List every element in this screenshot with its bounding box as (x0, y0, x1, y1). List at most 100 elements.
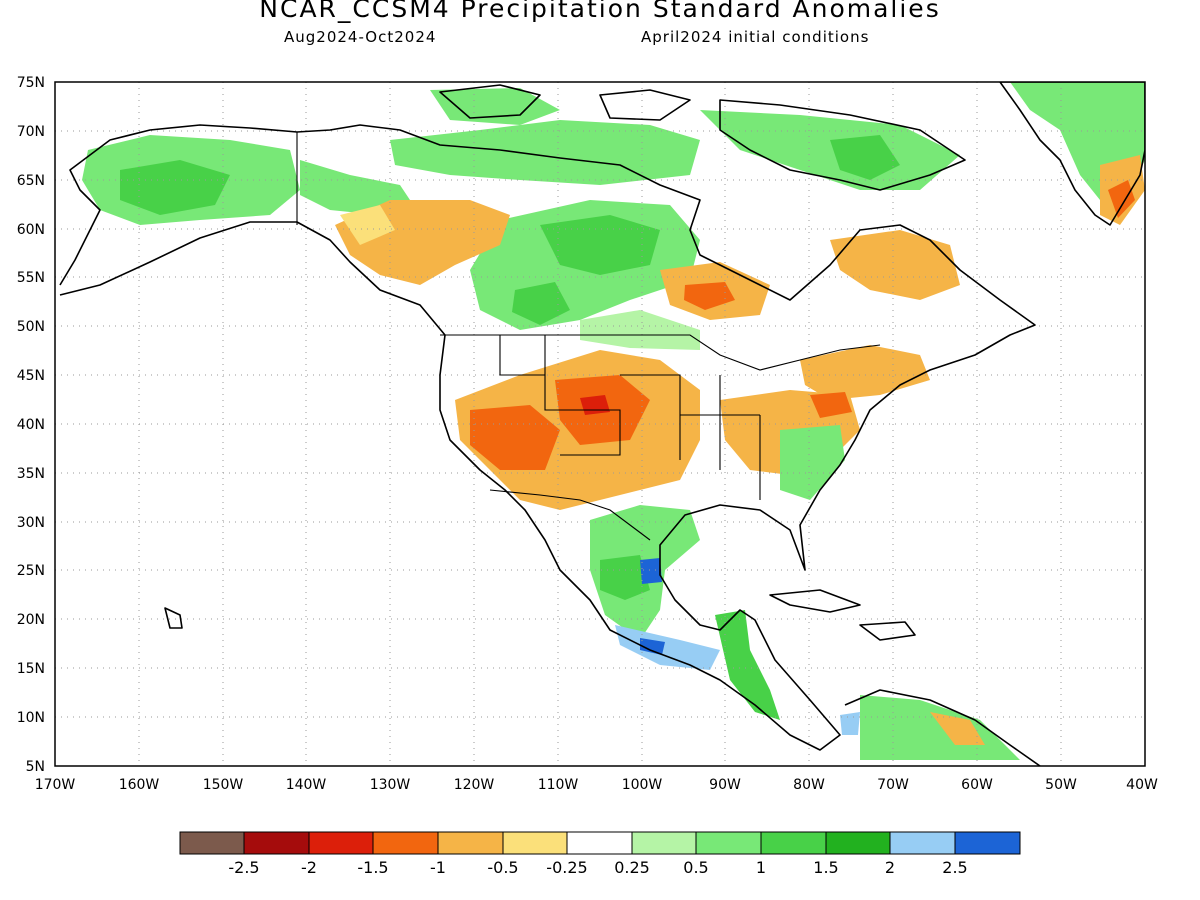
legend-label: 1.5 (813, 858, 838, 877)
lat-label: 70N (17, 124, 45, 140)
legend-swatch (372, 831, 439, 855)
legend-swatch (566, 831, 633, 855)
lat-label: 40N (17, 417, 45, 433)
legend-swatch (631, 831, 697, 855)
lon-label: 130W (370, 777, 411, 793)
initial-conditions: April2024 initial conditions (641, 28, 870, 46)
lat-label: 30N (17, 515, 45, 531)
coast-cuba (769, 589, 861, 613)
legend-label: -2 (301, 858, 317, 877)
shade-arctic-wet (390, 120, 700, 185)
longitude-labels: 170W 160W 150W 140W 130W 120W 110W 100W … (35, 777, 1158, 793)
legend-label: -1.5 (357, 858, 388, 877)
border-us-mexico (489, 489, 651, 541)
shade-baffin-wet (700, 110, 960, 190)
lat-label: 65N (17, 173, 45, 189)
legend-label: -0.5 (487, 858, 518, 877)
shade-tamaulipas-extreme (640, 558, 662, 584)
shade-oaxaca-extreme (640, 638, 665, 655)
legend-label: 0.25 (614, 858, 650, 877)
legend-swatch (243, 831, 310, 855)
shade-bc-dry-light (340, 205, 395, 245)
political-borders (296, 132, 881, 541)
legend-swatch (825, 831, 891, 855)
coast-hispaniola (859, 621, 916, 641)
legend-label: 2 (885, 858, 895, 877)
lat-label: 60N (17, 222, 45, 238)
legend-swatch (760, 831, 827, 855)
legend-swatch (502, 831, 568, 855)
coast-baffin (719, 99, 966, 191)
shade-colombia-very-wet (840, 712, 860, 735)
anomaly-shading (82, 82, 1145, 760)
lat-label: 25N (17, 563, 45, 579)
color-bar (179, 831, 1021, 855)
shade-manitoba-core (512, 282, 570, 325)
lat-label: 20N (17, 612, 45, 628)
legend-swatch (954, 831, 1021, 855)
shade-canada-mid-wet (580, 310, 700, 350)
shade-alaska-wet-core (120, 160, 230, 215)
legend-swatch (308, 831, 374, 855)
border-state-lines (499, 335, 761, 500)
legend-label: 1 (756, 858, 766, 877)
grid-lines (55, 82, 1145, 766)
lon-label: 140W (286, 777, 327, 793)
shade-arctic-islands (430, 88, 560, 125)
lat-label: 50N (17, 319, 45, 335)
forecast-period: Aug2024-Oct2024 (284, 28, 437, 46)
shade-northeast-dry (800, 345, 930, 400)
legend-swatch (695, 831, 762, 855)
legend-label: -1 (430, 858, 446, 877)
border-us-canada (440, 334, 881, 371)
shade-southwest-dry-core (470, 405, 560, 470)
legend-swatch (437, 831, 504, 855)
lon-label: 60W (961, 777, 993, 793)
lon-label: 90W (709, 777, 741, 793)
shade-central-canada-core (540, 215, 660, 275)
lat-label: 45N (17, 368, 45, 384)
legend-swatch (179, 831, 245, 855)
lat-label: 35N (17, 466, 45, 482)
shade-ontario-dry-core (684, 282, 735, 310)
coast-north-america (59, 124, 1036, 751)
legend-label: -2.5 (228, 858, 259, 877)
lat-label: 55N (17, 270, 45, 286)
shade-venezuela-dry (930, 712, 985, 745)
lon-label: 70W (877, 777, 909, 793)
shade-rockies-extreme (580, 395, 610, 415)
lon-label: 150W (203, 777, 244, 793)
lat-label: 5N (26, 759, 45, 775)
lon-label: 80W (793, 777, 825, 793)
shade-greenland-core (1108, 180, 1135, 218)
shade-central-america-wet (715, 610, 780, 720)
color-bar-labels: -2.5 -2 -1.5 -1 -0.5 -0.25 0.25 0.5 1 1.… (228, 858, 967, 877)
shade-northeast-core (810, 392, 852, 418)
lon-label: 160W (119, 777, 160, 793)
legend-label: 0.5 (683, 858, 708, 877)
latitude-labels: 75N 70N 65N 60N 55N 50N 45N 40N 35N 30N … (17, 75, 45, 775)
shade-baffin-core (830, 135, 900, 180)
lat-label: 75N (17, 75, 45, 91)
shade-yukon-wet (300, 160, 410, 215)
coast-greenland (999, 82, 1145, 226)
coastlines (59, 82, 1145, 766)
lat-label: 10N (17, 710, 45, 726)
lon-label: 50W (1045, 777, 1077, 793)
legend-swatch (889, 831, 956, 855)
coast-arctic-island-1 (439, 84, 541, 119)
shade-labrador-dry (830, 230, 960, 300)
shade-mexico-core (600, 555, 650, 600)
legend-label: 2.5 (942, 858, 967, 877)
coast-arctic-island-2 (599, 89, 691, 121)
legend-label: -0.25 (546, 858, 587, 877)
coast-hawaii (164, 607, 183, 629)
lon-label: 170W (35, 777, 76, 793)
lon-label: 120W (454, 777, 495, 793)
shade-mexico-very-wet (615, 625, 720, 670)
coast-south-america (844, 689, 1041, 766)
chart-title: NCAR_CCSM4 Precipitation Standard Anomal… (259, 0, 941, 23)
shade-southeast-wet (780, 425, 845, 500)
lon-label: 100W (622, 777, 663, 793)
